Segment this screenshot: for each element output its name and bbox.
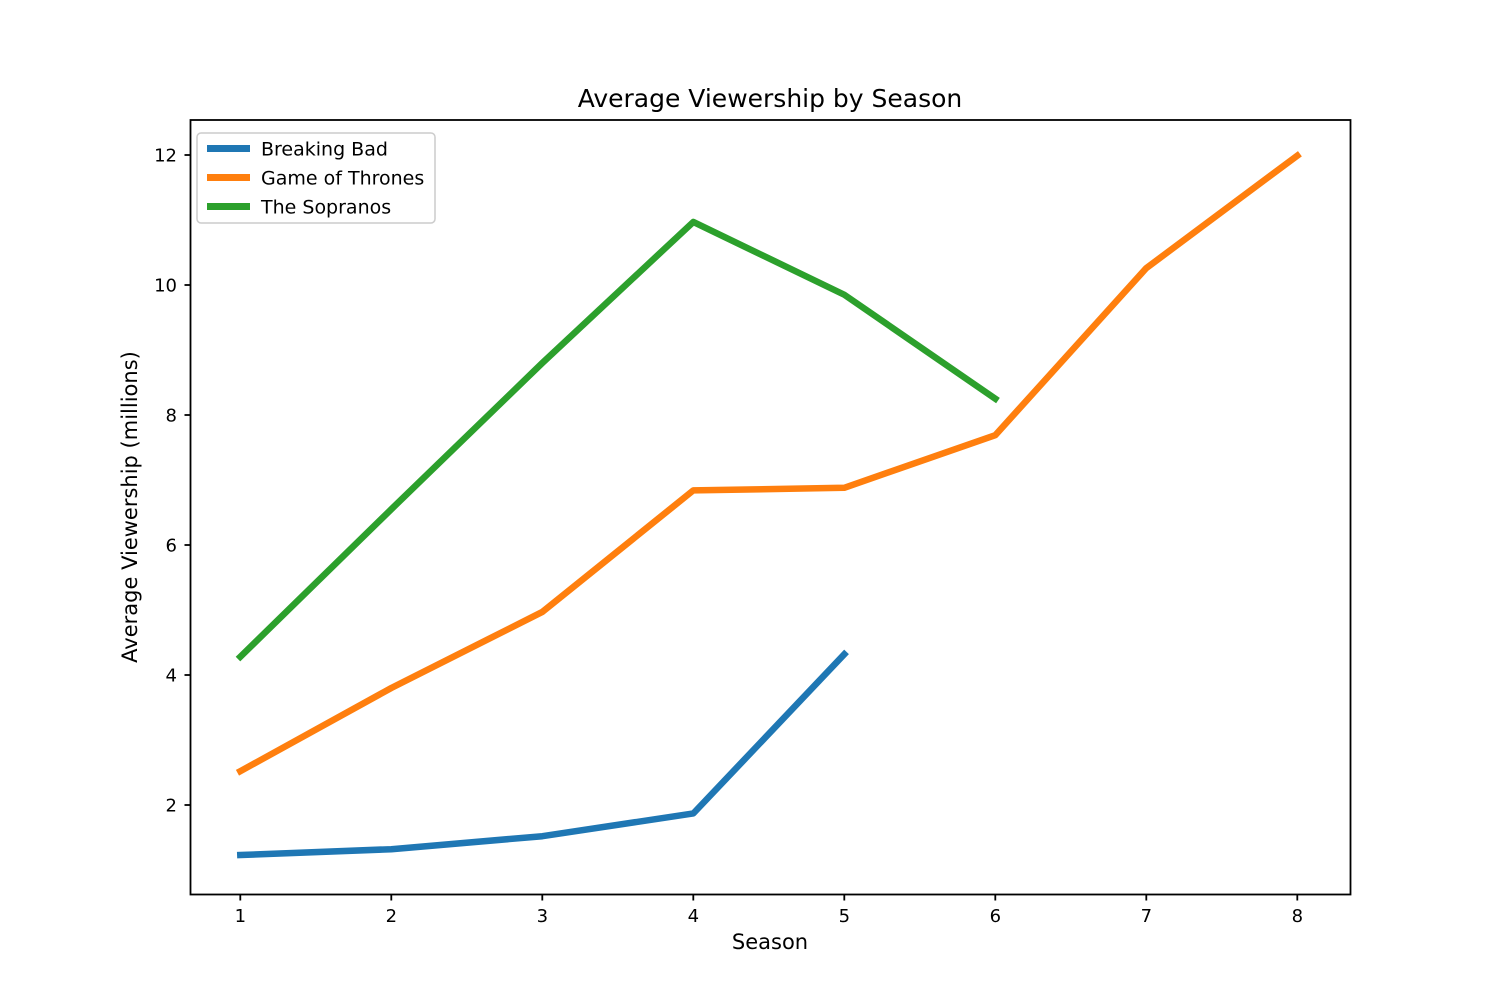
legend-label-game-of-thrones: Game of Thrones: [261, 168, 424, 190]
legend-label-the-sopranos: The Sopranos: [260, 197, 391, 219]
legend-box: [196, 132, 436, 224]
y-tick-label: 2: [166, 796, 177, 817]
x-tick-label: 4: [688, 906, 699, 927]
x-axis-label: Season: [732, 930, 808, 954]
series-line-the-sopranos: [235, 218, 1000, 662]
series-line-game-of-thrones: [235, 151, 1302, 776]
x-tick-label: 2: [386, 906, 397, 927]
x-tick-label: 7: [1141, 906, 1152, 927]
series-lines: [235, 151, 1302, 859]
x-tick-label: 8: [1292, 906, 1303, 927]
y-tick-label: 10: [154, 276, 177, 297]
y-axis-label: Average Viewership (millions): [118, 351, 142, 663]
y-tick-label: 12: [154, 146, 177, 167]
y-tick-label: 4: [166, 666, 177, 687]
legend-label-breaking-bad: Breaking Bad: [261, 139, 388, 161]
y-tick-label: 8: [166, 406, 177, 427]
x-tick-label: 5: [839, 906, 850, 927]
y-tick-label: 6: [166, 536, 177, 557]
y-axis-ticks: 2 4 6 8 10 12: [154, 146, 191, 817]
series-line-breaking-bad: [236, 649, 849, 859]
x-tick-label: 6: [990, 906, 1001, 927]
plot-border: [189, 119, 1352, 896]
x-tick-label: 3: [537, 906, 548, 927]
chart-title: Average Viewership by Season: [578, 84, 963, 113]
x-tick-label: 1: [235, 906, 246, 927]
x-axis-ticks: 1 2 3 4 5 6 7 8: [235, 894, 1303, 927]
legend: Breaking Bad Game of Thrones The Soprano…: [196, 132, 436, 224]
